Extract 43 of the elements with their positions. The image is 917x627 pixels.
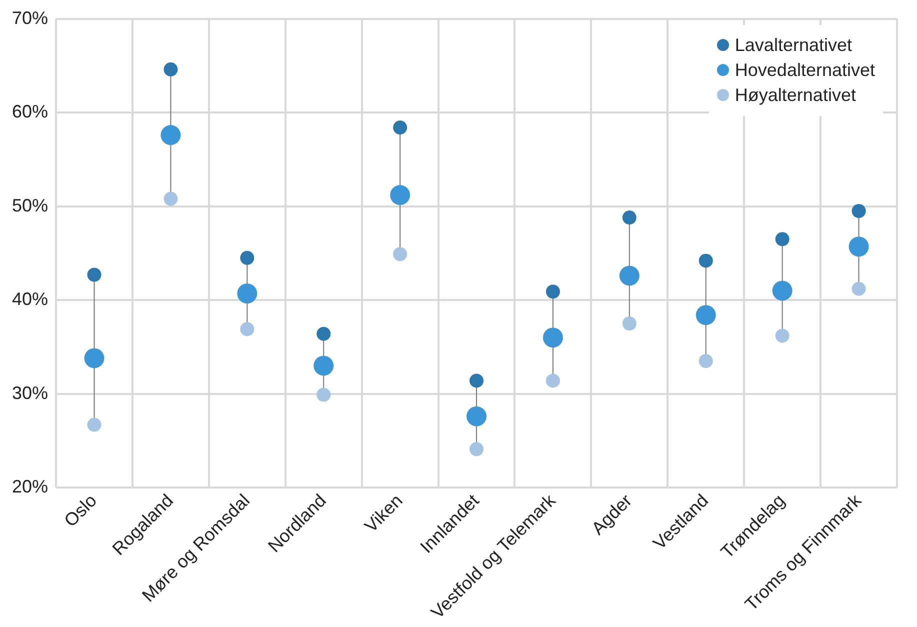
point bbox=[164, 192, 178, 206]
point bbox=[542, 328, 563, 348]
y-tick-label: 60% bbox=[12, 102, 48, 122]
point bbox=[619, 266, 640, 286]
y-tick-label: 30% bbox=[12, 382, 48, 403]
point bbox=[546, 284, 560, 299]
point bbox=[772, 280, 792, 301]
point bbox=[87, 268, 102, 282]
point bbox=[775, 232, 790, 246]
y-tick-label: 20% bbox=[12, 476, 48, 497]
point bbox=[470, 442, 484, 456]
point bbox=[84, 348, 104, 368]
point bbox=[775, 328, 790, 343]
point bbox=[316, 326, 331, 341]
y-tick-label: 40% bbox=[12, 289, 48, 310]
y-tick-label: 50% bbox=[12, 195, 48, 216]
point bbox=[316, 388, 331, 402]
point bbox=[393, 247, 408, 262]
point bbox=[240, 250, 254, 265]
point bbox=[622, 210, 636, 225]
point bbox=[852, 204, 866, 218]
point bbox=[390, 185, 410, 206]
legend-label: Hovedalternativet bbox=[734, 60, 875, 81]
point bbox=[160, 125, 181, 146]
point bbox=[237, 284, 258, 304]
point bbox=[164, 62, 178, 76]
point bbox=[87, 418, 102, 432]
point bbox=[393, 120, 408, 135]
point bbox=[622, 316, 636, 331]
point bbox=[696, 305, 716, 326]
point bbox=[470, 374, 484, 388]
point bbox=[852, 282, 866, 296]
y-tick-label: 70% bbox=[12, 8, 48, 28]
point bbox=[848, 236, 869, 257]
legend-label: Høyalternativet bbox=[734, 84, 856, 106]
x-tick-label: Oslo bbox=[60, 490, 101, 531]
point bbox=[240, 322, 254, 336]
point bbox=[314, 356, 334, 376]
point bbox=[546, 374, 560, 388]
point bbox=[466, 406, 487, 426]
point bbox=[698, 354, 713, 368]
point bbox=[698, 254, 713, 268]
legend-label: Lavalternativet bbox=[734, 34, 852, 56]
